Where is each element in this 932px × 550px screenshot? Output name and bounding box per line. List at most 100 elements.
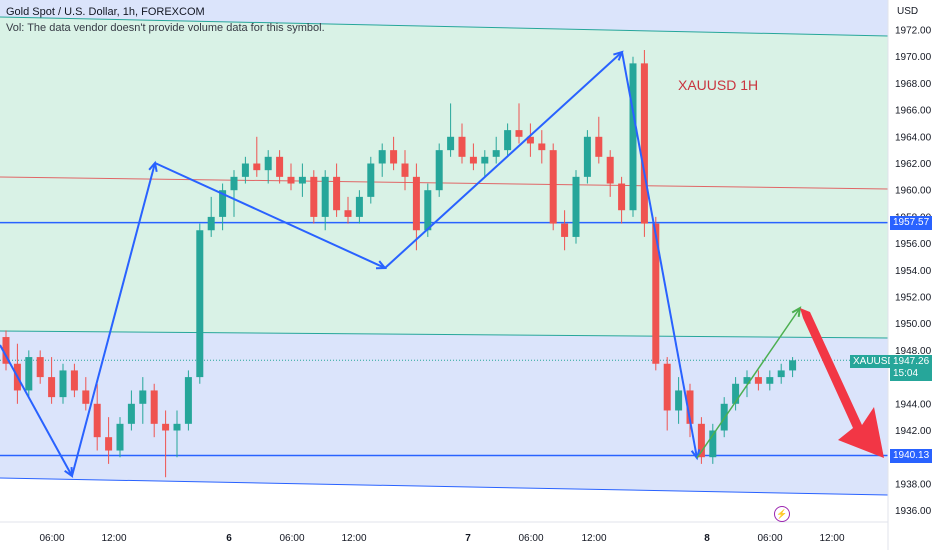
candle-body [287,176,295,184]
candle-body [355,196,363,217]
candle [184,370,192,431]
candle-body [173,423,181,431]
symbol-title[interactable]: Gold Spot / U.S. Dollar, 1h, FOREXCOM [6,6,205,18]
candle [743,370,751,398]
candle-body [321,176,329,217]
candle [367,156,375,204]
countdown-value: 15:04 [893,368,919,379]
symbol-tag: XAUUSD [850,355,898,368]
candle-body [344,210,352,217]
candle-body [732,383,740,404]
projection-arrow-down [800,308,884,458]
candle-body [549,150,557,224]
candle [606,150,614,197]
candle [150,383,158,438]
candle-body [310,176,318,217]
candle [116,417,124,458]
price-tick: 1952.00 [895,293,932,304]
candle-body [458,136,466,157]
candle [629,56,637,217]
candle-body [70,370,78,391]
candle [777,363,785,384]
price-tick: 1956.00 [895,239,932,250]
wave-line-5 [621,51,698,459]
price-axis-unit: USD [897,6,919,17]
wave-line-2 [71,162,156,477]
candle [253,136,261,177]
time-tick: 12:00 [101,533,126,544]
candle [127,390,135,431]
time-tick: 8 [704,533,710,544]
candle-body [82,390,90,404]
candle [401,150,409,191]
candle-body [743,377,751,384]
candle-body [789,360,797,371]
candle [276,150,284,184]
candle [105,417,113,464]
candle-body [93,403,101,438]
candle [355,190,363,224]
candle-body [150,390,158,424]
candle [618,176,626,224]
time-tick: 06:00 [518,533,543,544]
candle [2,330,10,371]
candle [435,143,443,197]
candle [310,170,318,224]
candle-body [48,377,56,398]
candle-body [127,403,135,424]
candle [675,377,683,424]
candle-body [595,136,603,157]
candle-body [401,163,409,177]
candle [93,383,101,451]
time-tick: 12:00 [581,533,606,544]
candle-body [412,176,420,231]
candle-body [572,176,580,237]
candle-body [697,423,705,458]
candle [298,163,306,197]
candle-body [230,176,238,191]
candle [640,50,648,237]
candle-body [583,136,591,177]
candle-body [618,183,626,211]
candle-body [116,423,124,451]
candle-body [652,223,660,364]
candle [390,136,398,171]
candle-body [25,357,33,391]
lightning-icon[interactable]: ⚡ [774,506,790,522]
candle-body [640,63,648,224]
candle [70,363,78,398]
candle [196,223,204,384]
time-tick: 12:00 [819,533,844,544]
candle-body [219,190,227,217]
candle-body [367,163,375,197]
candle [561,210,569,251]
candle [754,370,762,391]
candle [48,357,56,404]
top-blue-zone [0,0,888,36]
candle [766,370,774,391]
candle-body [105,437,113,451]
level-tag-lower[interactable]: 1940.13 [890,449,932,463]
candle [333,163,341,217]
level-tag-upper[interactable]: 1957.57 [890,216,932,230]
wave-line-3 [154,162,386,269]
price-tick: 1960.00 [895,186,932,197]
candle-body [424,190,432,231]
candle-body [36,357,44,378]
candle [241,156,249,184]
candle [572,170,580,244]
channel-bottom-line [0,477,889,496]
price-tick: 1936.00 [895,506,932,517]
candle [264,150,272,184]
candle [82,377,90,411]
candle-body [59,370,67,398]
red-trend-line [0,176,889,190]
candle-body [538,143,546,151]
price-tick: 1964.00 [895,132,932,143]
candle-body [686,390,694,424]
candle [207,196,215,237]
candle [515,103,523,144]
volume-note: Vol: The data vendor doesn't provide vol… [6,22,325,34]
candle [139,377,147,424]
